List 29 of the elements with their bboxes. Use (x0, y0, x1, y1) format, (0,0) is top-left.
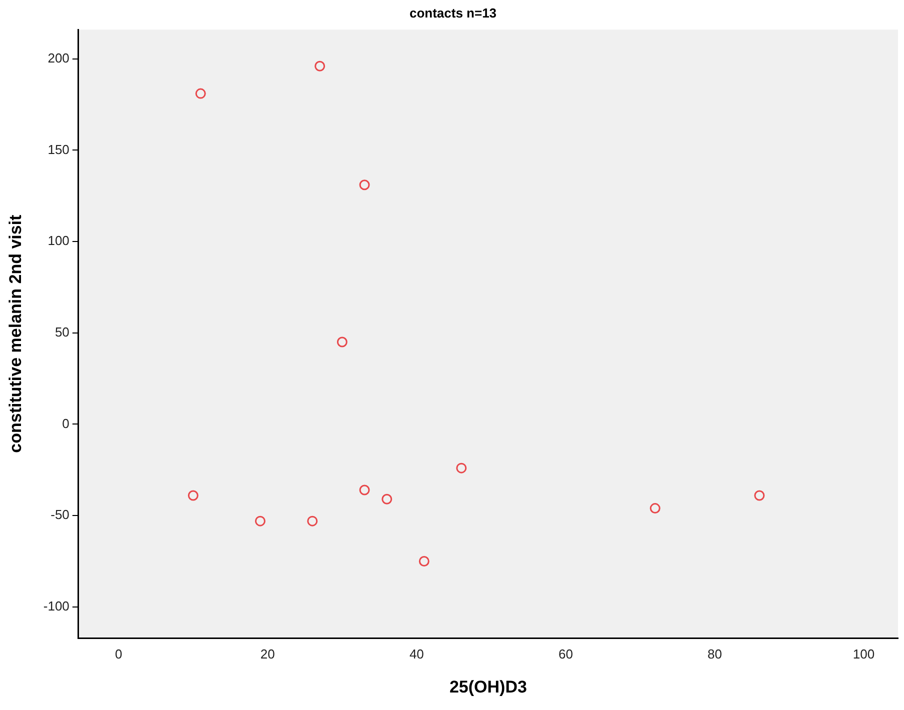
point (314, 60, 326, 72)
x-tick-label: 80 (707, 646, 722, 662)
y-tick-label: 50 (54, 324, 70, 340)
point (382, 494, 392, 504)
chart-title: contacts n=13 (409, 5, 497, 20)
point (418, 556, 430, 567)
x-tick-label: 40 (409, 646, 424, 662)
point (195, 88, 206, 99)
y-tick-label: 200 (48, 50, 70, 66)
x-tick-label: 20 (260, 646, 275, 662)
point (254, 516, 266, 526)
point (650, 503, 660, 514)
y-tick-label: 100 (48, 233, 70, 248)
x-axis-title: 25(OH)D3 (449, 677, 527, 696)
point (754, 490, 765, 501)
point (307, 516, 318, 526)
x-tick-label: 60 (558, 646, 573, 662)
y-tick-label: -50 (50, 507, 70, 522)
point (336, 336, 348, 348)
y-tick-label: -100 (43, 598, 70, 614)
x-tick-label: 0 (115, 646, 122, 662)
y-tick-label: 150 (48, 142, 70, 157)
x-tick-label: 100 (852, 646, 875, 662)
y-tick-label: 0 (62, 416, 70, 431)
point (456, 462, 467, 474)
point (359, 484, 370, 496)
y-axis-title: constitutive melanin 2nd visit (6, 214, 25, 453)
point (359, 180, 370, 190)
point (188, 490, 198, 501)
